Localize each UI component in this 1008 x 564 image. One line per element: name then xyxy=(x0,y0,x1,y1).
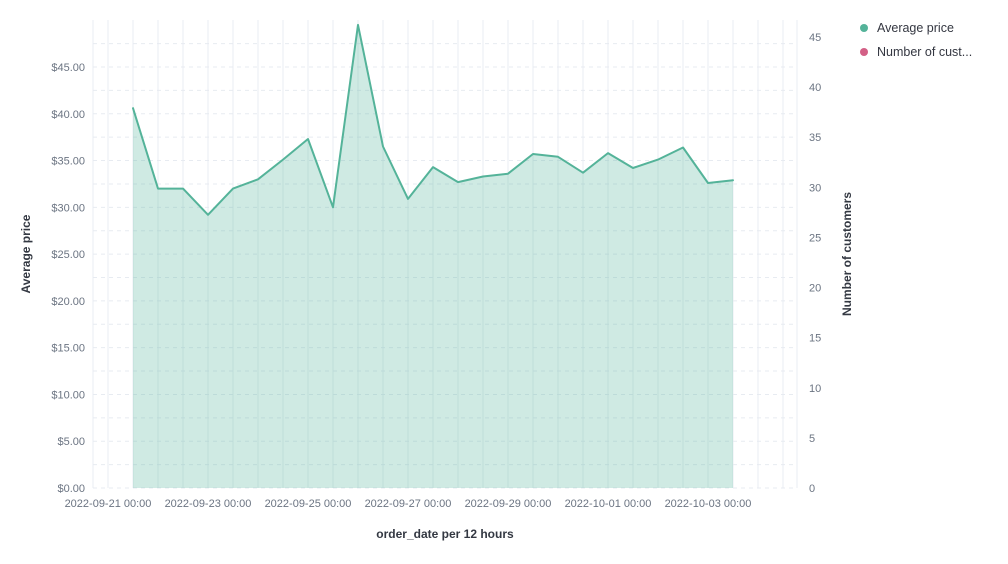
y-right-tick-label: 20 xyxy=(809,283,821,295)
x-tick-label: 2022-09-21 00:00 xyxy=(65,498,152,510)
y-left-tick-label: $15.00 xyxy=(51,343,85,355)
y-right-axis-title: Number of customers xyxy=(840,192,854,316)
y-right-tick-label: 5 xyxy=(809,433,815,445)
y-left-tick-label: $20.00 xyxy=(51,296,85,308)
y-left-tick-label: $35.00 xyxy=(51,156,85,168)
y-left-tick-label: $10.00 xyxy=(51,389,85,401)
x-tick-label: 2022-09-29 00:00 xyxy=(465,498,552,510)
y-right-tick-label: 25 xyxy=(809,232,821,244)
y-right-tick-label: 15 xyxy=(809,333,821,345)
x-tick-label: 2022-09-25 00:00 xyxy=(265,498,352,510)
legend-item-average-price[interactable]: Average price xyxy=(860,19,972,37)
y-right-tick-label: 35 xyxy=(809,132,821,144)
legend-label-number-of-customers: Number of cust... xyxy=(877,45,973,59)
x-tick-label: 2022-09-27 00:00 xyxy=(365,498,452,510)
x-axis-title: order_date per 12 hours xyxy=(376,527,514,541)
legend-swatch-average-price xyxy=(860,24,868,32)
y-left-tick-label: $40.00 xyxy=(51,109,85,121)
legend-label-average-price: Average price xyxy=(877,21,954,35)
x-tick-label: 2022-10-03 00:00 xyxy=(665,498,752,510)
plot-area[interactable] xyxy=(93,20,797,488)
y-right-tick-label: 40 xyxy=(809,82,821,94)
x-tick-label: 2022-10-01 00:00 xyxy=(565,498,652,510)
y-left-tick-label: $30.00 xyxy=(51,202,85,214)
chart-legend: Average price Number of cust... xyxy=(860,19,972,61)
x-tick-label: 2022-09-23 00:00 xyxy=(165,498,252,510)
average-price-area[interactable] xyxy=(133,24,733,489)
y-left-tick-label: $25.00 xyxy=(51,249,85,261)
y-right-tick-label: 0 xyxy=(809,483,815,495)
y-right-tick-label: 45 xyxy=(809,32,821,44)
average-price-line[interactable] xyxy=(132,23,734,216)
y-right-tick-label: 30 xyxy=(809,182,821,194)
y-right-tick-label: 10 xyxy=(809,383,821,395)
legend-swatch-number-of-customers xyxy=(860,48,868,56)
y-left-axis-title: Average price xyxy=(19,214,33,293)
y-left-tick-label: $5.00 xyxy=(57,436,85,448)
legend-item-number-of-customers[interactable]: Number of cust... xyxy=(860,43,972,61)
y-left-tick-label: $0.00 xyxy=(57,483,85,495)
y-left-tick-label: $45.00 xyxy=(51,62,85,74)
